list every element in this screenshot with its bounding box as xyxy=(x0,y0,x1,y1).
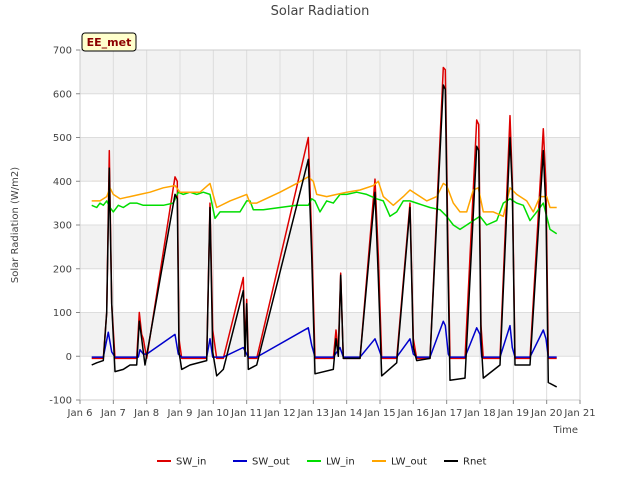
legend-label: LW_out xyxy=(391,457,427,468)
y-tick-label: 500 xyxy=(53,133,72,144)
x-tick-label: Jan 18 xyxy=(463,408,495,419)
y-tick-label: 100 xyxy=(53,308,72,319)
x-tick-label: Jan 17 xyxy=(430,408,462,419)
legend-label: SW_out xyxy=(252,457,290,468)
y-axis-label: Solar Radiation (W/m2) xyxy=(10,167,21,283)
x-tick-label: Jan 19 xyxy=(497,408,529,419)
plot-band xyxy=(80,312,580,357)
x-tick-label: Jan 12 xyxy=(263,408,295,419)
x-tick-label: Jan 10 xyxy=(197,408,229,419)
legend-label: SW_in xyxy=(176,457,206,468)
plot-band xyxy=(80,181,580,225)
series-line-rnet xyxy=(91,84,558,388)
x-tick-label: Jan 15 xyxy=(363,408,395,419)
series-lines xyxy=(91,66,558,388)
series-line-sw-out xyxy=(91,320,557,358)
chart-title: Solar Radiation xyxy=(271,4,370,19)
x-tick-label: Jan 6 xyxy=(67,408,93,419)
x-tick-label: Jan 8 xyxy=(133,408,159,419)
y-tick-label: 200 xyxy=(53,264,72,275)
x-tick-label: Jan 11 xyxy=(230,408,262,419)
y-tick-label: 300 xyxy=(53,221,72,232)
plot-band xyxy=(80,268,580,313)
badge-box xyxy=(81,32,137,52)
y-tick-label: 600 xyxy=(53,89,72,100)
y-tick-label: -100 xyxy=(49,396,72,407)
plot-band xyxy=(80,50,580,94)
y-tick-label: 400 xyxy=(53,177,72,188)
x-ticks: Jan 6 Jan 7 Jan 8 Jan 9 Jan 10 Jan 11 Jan 12 Ja… xyxy=(67,400,596,419)
legend-label: Rnet xyxy=(463,457,486,468)
legend: SW_in SW_out LW_in LW_out Rnet xyxy=(157,457,486,468)
x-tick-label: Jan 21 xyxy=(563,408,595,419)
x-tick-label: Jan 13 xyxy=(297,408,329,419)
y-tick-label: 700 xyxy=(53,46,72,57)
x-tick-label: Jan 7 xyxy=(100,408,126,419)
legend-label: LW_in xyxy=(326,457,355,468)
x-tick-label: Jan 16 xyxy=(397,408,429,419)
badge: EE_met xyxy=(81,32,137,52)
x-tick-label: Jan 9 xyxy=(167,408,193,419)
plot-band xyxy=(80,356,580,400)
x-axis-label: Time xyxy=(553,425,578,436)
plot-band xyxy=(80,137,580,182)
x-tick-label: Jan 14 xyxy=(330,408,362,419)
x-tick-label: Jan 20 xyxy=(530,408,562,419)
series-line-lw-out xyxy=(91,176,557,218)
badge-label: EE_met xyxy=(87,36,132,49)
y-ticks: -100 0 100 200 300 400 500 600 700 xyxy=(49,46,80,407)
plot-bands xyxy=(80,50,580,400)
plot-band xyxy=(80,93,580,138)
y-tick-label: 0 xyxy=(66,352,72,363)
